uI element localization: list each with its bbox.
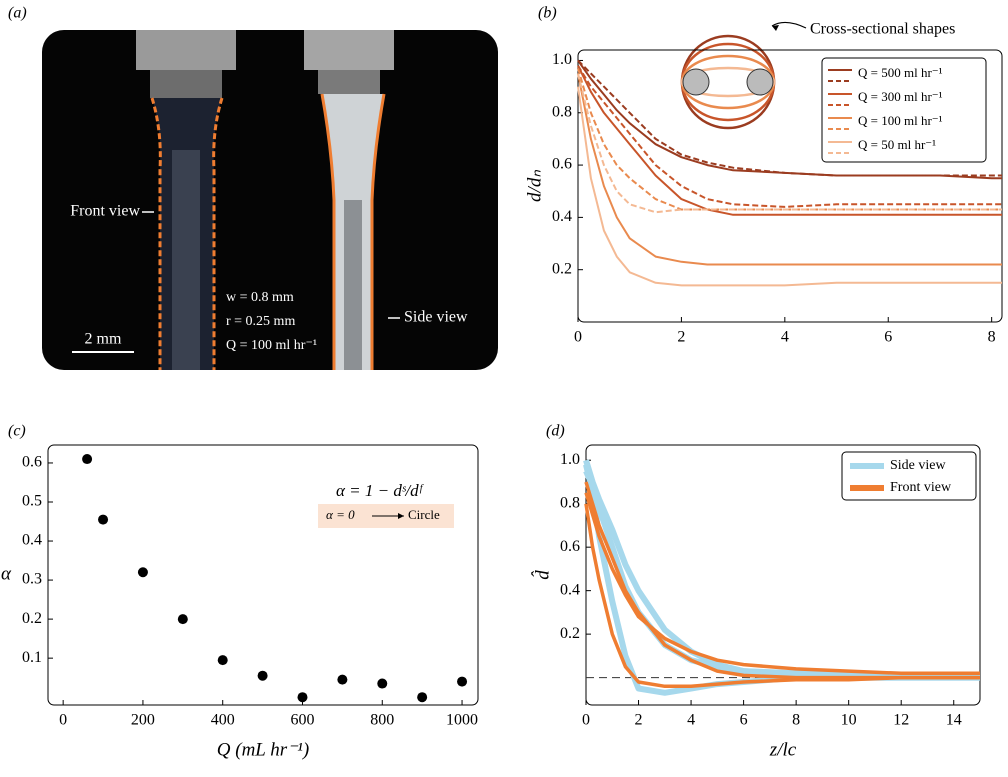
y-tick-label: 0.5 xyxy=(22,493,42,510)
x-tick-label: 400 xyxy=(211,712,235,729)
panel-label: (c) xyxy=(8,423,26,440)
x-tick-label: 0 xyxy=(59,712,67,729)
param-w: w = 0.8 mm xyxy=(226,290,294,305)
y-tick-label: 0.8 xyxy=(560,494,580,511)
point xyxy=(297,692,308,703)
x-tick-label: 800 xyxy=(370,712,394,729)
x-axis-label: z/lc xyxy=(769,739,797,760)
point xyxy=(457,676,468,687)
y-tick-label: 0.2 xyxy=(552,260,572,277)
line xyxy=(584,492,980,676)
legend-label: Side view xyxy=(890,458,946,473)
point xyxy=(137,567,148,578)
legend xyxy=(821,57,987,163)
point xyxy=(337,674,348,685)
point xyxy=(217,655,228,666)
point xyxy=(417,692,428,703)
note-arrowhead xyxy=(398,513,404,519)
y-tick-label: 0.2 xyxy=(560,625,580,642)
y-tick-label: 0.6 xyxy=(22,454,42,471)
x-tick-label: 4 xyxy=(687,712,695,729)
point xyxy=(82,454,93,465)
line xyxy=(577,73,1002,266)
x-tick-label: 0 xyxy=(574,329,582,346)
y-tick-label: 0.1 xyxy=(22,649,42,666)
x-tick-label: 6 xyxy=(740,712,748,729)
x-axis-label: Q (mL hr⁻¹) xyxy=(217,739,309,760)
x-tick-label: 600 xyxy=(290,712,314,729)
line-dashed xyxy=(577,73,1002,214)
plot-frame xyxy=(577,49,1003,323)
x-tick-label: 200 xyxy=(131,712,155,729)
photo-art xyxy=(72,30,400,370)
y-tick-label: 0.6 xyxy=(560,538,580,555)
param-r: r = 0.25 mm xyxy=(226,314,295,329)
panel-label: (a) xyxy=(8,5,27,22)
point xyxy=(377,678,388,689)
y-tick-label: 0.2 xyxy=(22,610,42,627)
y-axis-label: d̂ xyxy=(531,570,553,580)
legend-label: Q = 300 ml hr⁻¹ xyxy=(858,89,943,104)
x-tick-label: 12 xyxy=(893,712,909,729)
scale-bar-label: 2 mm xyxy=(85,331,122,348)
panel-label: (d) xyxy=(546,423,565,440)
param-q: Q = 100 ml hr⁻¹ xyxy=(226,338,317,353)
x-tick-label: 10 xyxy=(841,712,857,729)
y-tick-label: 0.6 xyxy=(552,156,572,173)
annotation: Cross-sectional shapes xyxy=(810,21,955,38)
y-tick-label: 0.3 xyxy=(22,571,42,588)
front-view-label: Front view xyxy=(70,203,140,220)
photo xyxy=(42,30,498,370)
point xyxy=(98,514,109,525)
x-tick-label: 8 xyxy=(988,329,996,346)
y-tick-label: 1.0 xyxy=(552,51,572,68)
note-right: Circle xyxy=(408,507,440,522)
formula: α = 1 − dˢ/dᶠ xyxy=(336,481,425,500)
line xyxy=(577,86,1002,287)
plot-frame xyxy=(47,444,479,706)
legend-label: Q = 50 ml hr⁻¹ xyxy=(858,137,936,152)
note-left: α = 0 xyxy=(326,507,355,522)
x-tick-label: 14 xyxy=(946,712,962,729)
plot-frame xyxy=(585,444,981,706)
y-tick-label: 0.4 xyxy=(552,208,572,225)
line xyxy=(583,469,980,679)
line xyxy=(584,481,980,680)
x-tick-label: 2 xyxy=(677,329,685,346)
x-tick-label: 0 xyxy=(582,712,590,729)
x-tick-label: 2 xyxy=(635,712,643,729)
x-tick-label: 8 xyxy=(792,712,800,729)
point xyxy=(177,614,188,625)
line xyxy=(584,503,980,689)
y-tick-label: 0.4 xyxy=(22,532,42,549)
legend-label: Q = 500 ml hr⁻¹ xyxy=(858,65,943,80)
y-tick-label: 0.8 xyxy=(552,103,572,120)
line-dashed xyxy=(577,59,1002,177)
y-tick-label: 0.4 xyxy=(560,581,580,598)
point xyxy=(257,670,268,681)
legend-label: Q = 100 ml hr⁻¹ xyxy=(858,113,943,128)
cross-section-inset xyxy=(680,21,807,130)
side-view-label: Side view xyxy=(404,309,468,326)
y-axis-label: α xyxy=(1,563,12,584)
legend-label: Front view xyxy=(890,480,952,495)
y-tick-label: 1.0 xyxy=(560,451,580,468)
x-tick-label: 4 xyxy=(781,329,789,346)
panel-label: (b) xyxy=(538,5,557,22)
y-axis-label: d/dₙ xyxy=(524,170,545,202)
x-tick-label: 6 xyxy=(884,329,892,346)
x-tick-label: 1000 xyxy=(446,712,478,729)
